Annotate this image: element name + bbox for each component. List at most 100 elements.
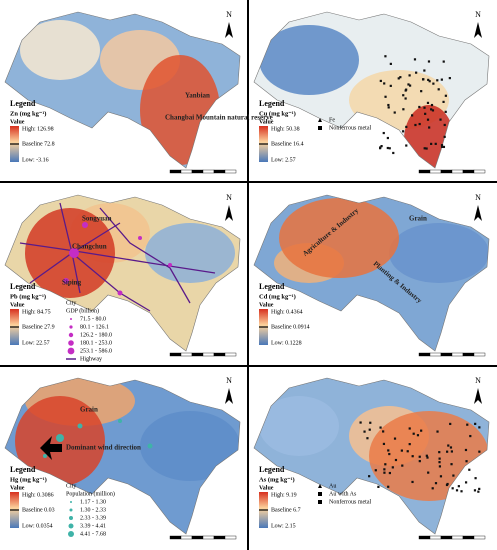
- map-label: Yanbian: [185, 92, 210, 100]
- scale-bar: [473, 535, 486, 540]
- site-marker: [369, 421, 372, 424]
- legend-baseline: Baseline 6.7: [271, 507, 301, 513]
- site-marker: [464, 481, 468, 484]
- site-marker: [387, 106, 390, 109]
- site-marker: [437, 88, 440, 91]
- site-marker: [438, 465, 442, 468]
- site-marker: [382, 442, 386, 446]
- site-marker: [423, 147, 426, 150]
- site-marker: [402, 130, 405, 133]
- north-arrow: [474, 388, 482, 404]
- legend-value: Value: [10, 119, 25, 125]
- site-marker: [397, 77, 400, 80]
- site-marker: [418, 122, 421, 126]
- site-marker: [442, 100, 445, 103]
- scale-bar: [473, 352, 486, 357]
- site-marker: [478, 426, 481, 429]
- legend-value: Value: [259, 302, 274, 308]
- site-marker: [383, 471, 386, 474]
- site-marker: [439, 475, 443, 478]
- site-marker: [430, 142, 433, 145]
- site-marker: [477, 490, 480, 493]
- site-marker: [457, 485, 460, 488]
- legend-symbol: [70, 501, 72, 503]
- scale-bar: [440, 169, 453, 174]
- site-marker: [377, 485, 380, 488]
- map-label: Changchun: [72, 243, 107, 251]
- site-marker: [465, 460, 468, 463]
- site-marker: [443, 123, 446, 127]
- map-outline: [253, 11, 490, 169]
- legend-title: Legend: [10, 99, 36, 108]
- legend-group-subtitle: Population (million): [66, 490, 115, 497]
- scale-bar: [473, 169, 486, 174]
- map-label: Dominant wind direction: [66, 444, 141, 452]
- legend-title: Legend: [259, 282, 285, 291]
- site-marker: [423, 106, 426, 109]
- legend-item: 1.30 - 2.33: [80, 507, 106, 513]
- scale-bar: [462, 352, 475, 357]
- site-marker: [408, 74, 411, 77]
- legend-high: High: 126.98: [22, 126, 54, 132]
- site-marker: [466, 423, 469, 426]
- legend-element: Zn (mg kg⁻¹): [10, 110, 46, 117]
- legend-baseline: Baseline 72.8: [22, 141, 55, 147]
- site-marker: [400, 449, 403, 452]
- site-marker: [405, 125, 408, 128]
- legend-item: 180.1 - 253.0: [80, 340, 112, 346]
- city: [118, 419, 122, 423]
- legend-high: High: 0.4364: [271, 309, 303, 315]
- site-marker: [368, 428, 371, 431]
- site-marker: [450, 450, 453, 453]
- wind-arrow: [40, 436, 62, 460]
- legend-symbol: [70, 318, 72, 320]
- north-arrow: [225, 388, 233, 404]
- legend-symbol: [68, 332, 74, 338]
- site-marker: [408, 427, 411, 430]
- map-label: Siping: [62, 279, 82, 287]
- hotspot: [259, 25, 359, 95]
- legend-element: Pb (mg kg⁻¹): [10, 293, 46, 300]
- scale-bar: [462, 535, 475, 540]
- legend-value: Value: [259, 485, 274, 491]
- site-marker: [383, 468, 386, 471]
- map-outline: [253, 194, 490, 352]
- site-marker: [418, 460, 421, 463]
- site-marker: [393, 111, 396, 114]
- site-marker: [383, 82, 386, 85]
- site-marker: [411, 455, 414, 458]
- scale-bar: [462, 169, 475, 174]
- scale-bar: [213, 352, 226, 357]
- site-marker: [386, 146, 389, 150]
- site-marker: [389, 62, 392, 65]
- legend-value: Value: [10, 485, 25, 491]
- site-marker: [410, 114, 414, 117]
- highway: [99, 207, 191, 304]
- site-marker: [436, 79, 439, 82]
- site-marker: [392, 151, 395, 155]
- highway: [19, 242, 216, 274]
- city: [168, 263, 172, 267]
- site-marker: [450, 463, 453, 466]
- map: [254, 12, 489, 168]
- site-marker: [399, 76, 402, 79]
- legend-item: 71.5 - 80.0: [80, 316, 106, 322]
- city: [117, 290, 123, 296]
- site-marker: [442, 145, 446, 149]
- legend-low: Low: 2.57: [271, 157, 296, 163]
- site-marker: [434, 142, 437, 145]
- site-marker: [404, 89, 407, 92]
- scale-bar: [418, 352, 431, 357]
- site-marker: [474, 477, 477, 480]
- legend-symbol: [69, 325, 73, 329]
- map: [5, 12, 240, 168]
- site-marker: [432, 82, 435, 85]
- site-marker: [446, 482, 449, 486]
- legend-symbol: [318, 118, 322, 122]
- scale-bar: [418, 535, 431, 540]
- map: [5, 378, 240, 534]
- scale-bar: [202, 535, 215, 540]
- site-marker: [405, 144, 408, 147]
